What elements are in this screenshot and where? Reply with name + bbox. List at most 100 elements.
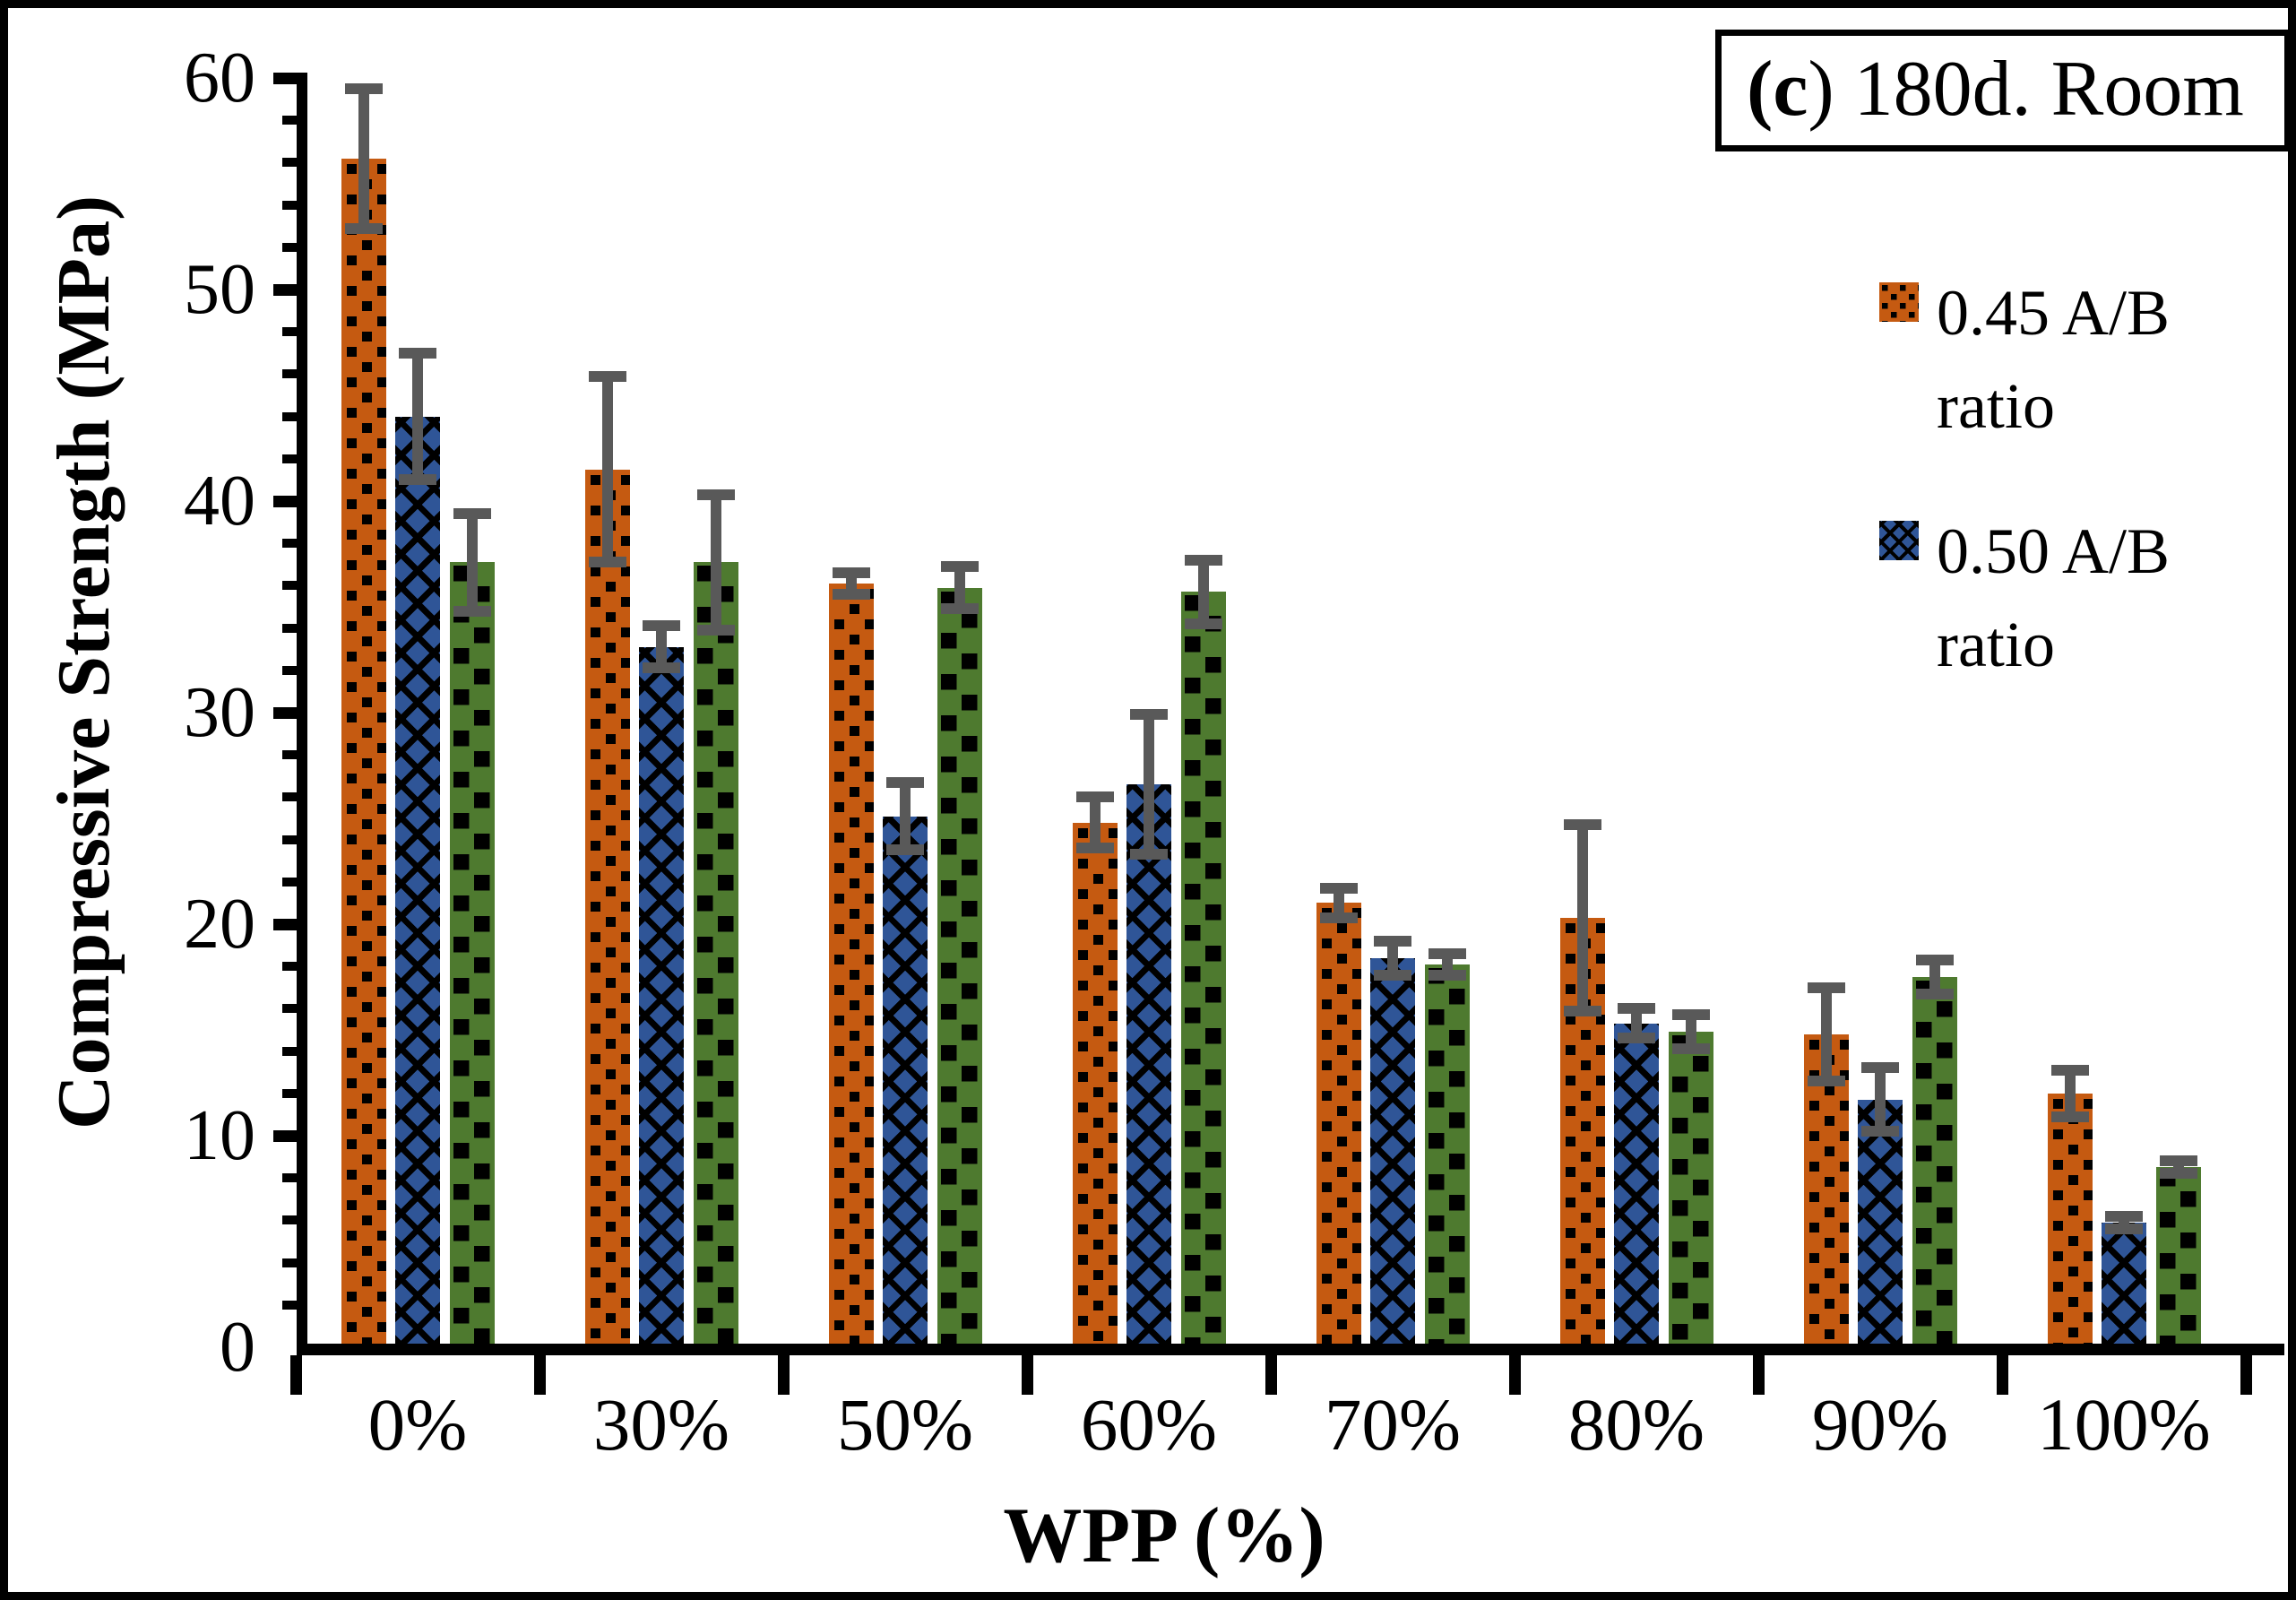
x-tick: [1508, 1355, 1521, 1395]
x-category-label: 50%: [836, 1383, 974, 1466]
error-bar-cap-top: [1130, 709, 1168, 721]
y-minor-tick: [282, 116, 307, 125]
y-minor-tick: [282, 454, 307, 463]
bar-dots-100%: [2047, 1093, 2093, 1344]
title-panel-letter-open: (c: [1747, 46, 1808, 133]
error-bar-cap-bottom: [2159, 1168, 2197, 1180]
y-minor-tick: [282, 1046, 307, 1056]
y-minor-tick: [282, 1300, 307, 1310]
y-minor-tick: [282, 369, 307, 379]
y-major-tick: [273, 283, 307, 296]
error-bar-cap-top: [1184, 555, 1222, 566]
bar-dots-30%: [584, 469, 630, 1344]
error-bar-cap-top: [2105, 1210, 2143, 1222]
x-category-label: 100%: [2037, 1383, 2211, 1466]
bar-zigzag-70%: [1370, 957, 1415, 1344]
error-bar-cap-bottom: [399, 474, 436, 486]
y-tick-label: 60: [184, 39, 255, 117]
error-bar-cap-bottom: [453, 605, 491, 617]
error-bar-cap-bottom: [1374, 969, 1411, 981]
bar-checker-30%: [693, 562, 738, 1344]
x-category-label: 70%: [1324, 1383, 1462, 1466]
error-bar-cap-top: [1915, 955, 1954, 966]
error-bar-stem: [1929, 960, 1940, 994]
error-bar-cap-bottom: [588, 557, 626, 568]
bar-zigzag-60%: [1126, 784, 1171, 1344]
bar-checker-90%: [1912, 977, 1957, 1344]
x-category-label: 80%: [1567, 1383, 1705, 1466]
bar-checker-0%: [449, 562, 495, 1344]
y-tick-label: 0: [220, 1308, 255, 1387]
x-axis-title: WPP (%): [1003, 1492, 1325, 1579]
y-tick-label: 20: [184, 885, 255, 964]
title-text: ) 180d. Room: [1808, 46, 2244, 133]
error-bar-cap-top: [1618, 1003, 1655, 1015]
y-minor-tick: [282, 539, 307, 549]
bar-zigzag-80%: [1614, 1023, 1659, 1344]
error-bar-cap-top: [453, 508, 491, 520]
error-bar-cap-top: [1075, 791, 1114, 803]
error-bar-cap-bottom: [1075, 843, 1114, 854]
bar-dots-70%: [1316, 903, 1361, 1344]
error-bar-cap-top: [1374, 935, 1411, 947]
legend-label: 0.50 A/B ratio: [1937, 515, 2171, 680]
y-major-tick: [273, 72, 307, 84]
x-category-label: 90%: [1811, 1383, 1949, 1466]
error-bar-stem: [954, 566, 965, 610]
x-axis-line: [297, 1344, 2284, 1355]
error-bar-cap-bottom: [2105, 1223, 2143, 1234]
error-bar-stem: [412, 352, 423, 480]
error-bar-cap-bottom: [1130, 849, 1168, 861]
error-bar-cap-bottom: [1184, 618, 1222, 629]
error-bar-stem: [1089, 797, 1101, 849]
x-category-label: 30%: [592, 1383, 730, 1466]
error-bar-stem: [1875, 1068, 1886, 1132]
error-bar-stem: [1144, 714, 1154, 855]
y-tick-label: 10: [184, 1096, 255, 1175]
bar-zigzag-30%: [639, 646, 684, 1344]
y-minor-tick: [282, 1088, 307, 1098]
error-bar-cap-top: [1428, 948, 1466, 960]
bar-dots-50%: [828, 584, 874, 1344]
error-bar-stem: [900, 782, 911, 851]
y-minor-tick: [282, 623, 307, 633]
error-bar-cap-top: [2159, 1155, 2197, 1167]
error-bar-stem: [2064, 1069, 2076, 1117]
error-bar-stem: [1685, 1015, 1696, 1050]
error-bar-cap-bottom: [940, 603, 979, 615]
error-bar-cap-bottom: [1915, 988, 1954, 999]
error-bar-cap-bottom: [1671, 1043, 1710, 1055]
error-bar-cap-bottom: [1807, 1075, 1845, 1086]
bar-zigzag-0%: [395, 416, 440, 1344]
legend-swatch-dots: [1879, 282, 1919, 322]
error-bar-cap-top: [344, 82, 383, 94]
y-minor-tick: [282, 1215, 307, 1225]
error-bar-stem: [656, 626, 667, 669]
error-bar-cap-top: [399, 347, 436, 359]
y-minor-tick: [282, 750, 307, 760]
y-minor-tick: [282, 411, 307, 421]
y-minor-tick: [282, 158, 307, 168]
error-bar-cap-bottom: [1618, 1033, 1655, 1044]
chart-title-box: (c) 180d. Room: [1715, 30, 2288, 151]
y-minor-tick: [282, 242, 307, 252]
error-bar-stem: [601, 376, 613, 563]
error-bar-cap-top: [1807, 982, 1845, 993]
legend: 0.45 A/B ratio 0.50 A/B ratio: [1879, 266, 2288, 743]
error-bar-stem: [1333, 887, 1344, 918]
x-category-label: 0%: [367, 1383, 468, 1466]
error-bar-cap-top: [940, 561, 979, 573]
error-bar-cap-bottom: [344, 222, 383, 234]
legend-entry: 0.50 A/B ratio: [1879, 505, 2288, 691]
y-major-tick: [273, 495, 307, 507]
y-minor-tick: [282, 1173, 307, 1183]
legend-label: 0.45 A/B ratio: [1937, 277, 2171, 442]
error-bar-cap-top: [588, 370, 626, 382]
error-bar-stem: [466, 514, 478, 611]
error-bar-stem: [1576, 825, 1588, 1011]
x-tick: [1021, 1355, 1033, 1395]
bar-checker-60%: [1180, 592, 1226, 1344]
x-tick: [289, 1355, 302, 1395]
bar-zigzag-100%: [2102, 1222, 2146, 1344]
